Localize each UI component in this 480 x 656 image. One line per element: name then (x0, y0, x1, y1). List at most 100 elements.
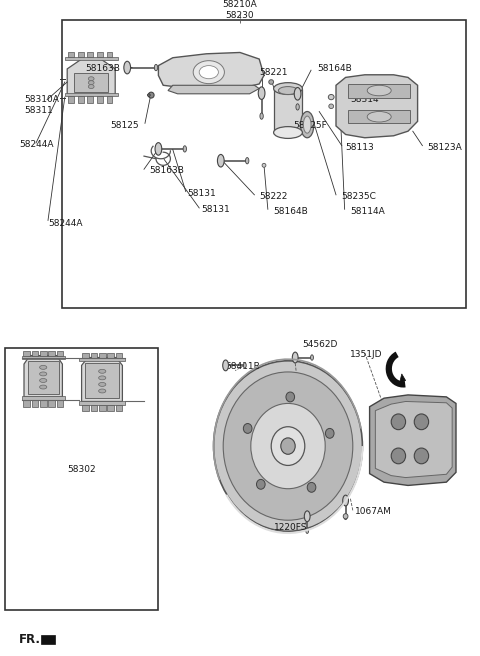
Ellipse shape (88, 85, 94, 89)
Ellipse shape (294, 87, 301, 100)
Polygon shape (22, 356, 65, 359)
Text: 58411B: 58411B (226, 361, 260, 371)
Text: 58210A
58230: 58210A 58230 (223, 0, 257, 20)
Polygon shape (68, 96, 74, 103)
Ellipse shape (124, 61, 131, 74)
Polygon shape (97, 52, 103, 57)
Polygon shape (107, 353, 114, 358)
Polygon shape (97, 96, 103, 103)
Polygon shape (116, 353, 122, 358)
Ellipse shape (246, 157, 249, 164)
Ellipse shape (243, 363, 246, 368)
Text: 58163B: 58163B (85, 64, 120, 73)
Text: 1351JD: 1351JD (350, 350, 383, 359)
Ellipse shape (147, 94, 150, 96)
Polygon shape (48, 351, 55, 356)
Text: 1067AM: 1067AM (355, 507, 392, 516)
Polygon shape (24, 356, 62, 397)
Polygon shape (74, 73, 108, 92)
Ellipse shape (183, 146, 186, 152)
Ellipse shape (258, 87, 265, 100)
Text: 1220FS: 1220FS (274, 523, 307, 532)
Polygon shape (107, 96, 112, 103)
Polygon shape (99, 353, 106, 358)
Ellipse shape (306, 528, 309, 533)
Text: 58131: 58131 (187, 189, 216, 198)
Polygon shape (78, 96, 84, 103)
Polygon shape (91, 353, 97, 358)
Polygon shape (87, 96, 93, 103)
Polygon shape (57, 351, 63, 356)
Polygon shape (48, 400, 55, 407)
Ellipse shape (367, 112, 391, 122)
Ellipse shape (217, 154, 224, 167)
Text: 58310A
58311: 58310A 58311 (24, 95, 59, 115)
Polygon shape (79, 358, 125, 361)
Polygon shape (40, 400, 47, 407)
Polygon shape (79, 401, 125, 405)
Polygon shape (116, 405, 122, 411)
Polygon shape (82, 405, 89, 411)
Ellipse shape (307, 482, 316, 492)
Polygon shape (87, 52, 93, 57)
Ellipse shape (193, 60, 225, 83)
Bar (62, 20, 466, 308)
Ellipse shape (311, 355, 313, 360)
Text: 58163B: 58163B (149, 166, 184, 175)
Ellipse shape (214, 361, 362, 531)
Polygon shape (168, 85, 259, 94)
Ellipse shape (343, 495, 348, 506)
Text: 58125: 58125 (110, 121, 139, 131)
Ellipse shape (304, 511, 310, 522)
Ellipse shape (367, 85, 391, 96)
Polygon shape (65, 57, 118, 60)
Ellipse shape (325, 428, 334, 438)
Polygon shape (107, 405, 114, 411)
Polygon shape (91, 405, 97, 411)
Text: 58164B: 58164B (274, 207, 308, 216)
Ellipse shape (281, 438, 295, 454)
Ellipse shape (391, 448, 406, 464)
Ellipse shape (303, 116, 311, 133)
Ellipse shape (328, 94, 334, 100)
Polygon shape (23, 351, 30, 356)
Ellipse shape (256, 480, 265, 489)
Polygon shape (348, 84, 410, 98)
Polygon shape (99, 405, 106, 411)
Text: 58113: 58113 (346, 143, 374, 152)
Polygon shape (82, 353, 89, 358)
Ellipse shape (99, 382, 106, 386)
Text: 54562D: 54562D (302, 340, 338, 349)
Polygon shape (41, 635, 55, 644)
Ellipse shape (39, 379, 47, 382)
Ellipse shape (344, 514, 347, 520)
Ellipse shape (292, 352, 298, 363)
Polygon shape (23, 400, 30, 407)
Text: 58114A: 58114A (350, 207, 385, 216)
Ellipse shape (251, 403, 325, 489)
Polygon shape (57, 400, 63, 407)
Ellipse shape (199, 66, 218, 79)
Ellipse shape (343, 514, 348, 519)
Text: 58164B: 58164B (317, 64, 351, 73)
Polygon shape (370, 395, 456, 485)
Ellipse shape (39, 372, 47, 376)
Ellipse shape (414, 414, 429, 430)
Polygon shape (158, 52, 264, 91)
Ellipse shape (99, 369, 106, 373)
Ellipse shape (88, 77, 94, 81)
Ellipse shape (274, 127, 302, 138)
Ellipse shape (391, 414, 406, 430)
Ellipse shape (148, 92, 154, 98)
Ellipse shape (99, 389, 106, 393)
Text: 58125F: 58125F (293, 121, 326, 131)
Ellipse shape (414, 448, 429, 464)
Ellipse shape (223, 360, 228, 371)
Ellipse shape (155, 64, 157, 71)
Ellipse shape (260, 113, 264, 119)
Ellipse shape (271, 426, 305, 466)
Ellipse shape (155, 142, 162, 155)
Polygon shape (399, 374, 406, 384)
Polygon shape (85, 363, 119, 398)
Ellipse shape (286, 392, 295, 402)
